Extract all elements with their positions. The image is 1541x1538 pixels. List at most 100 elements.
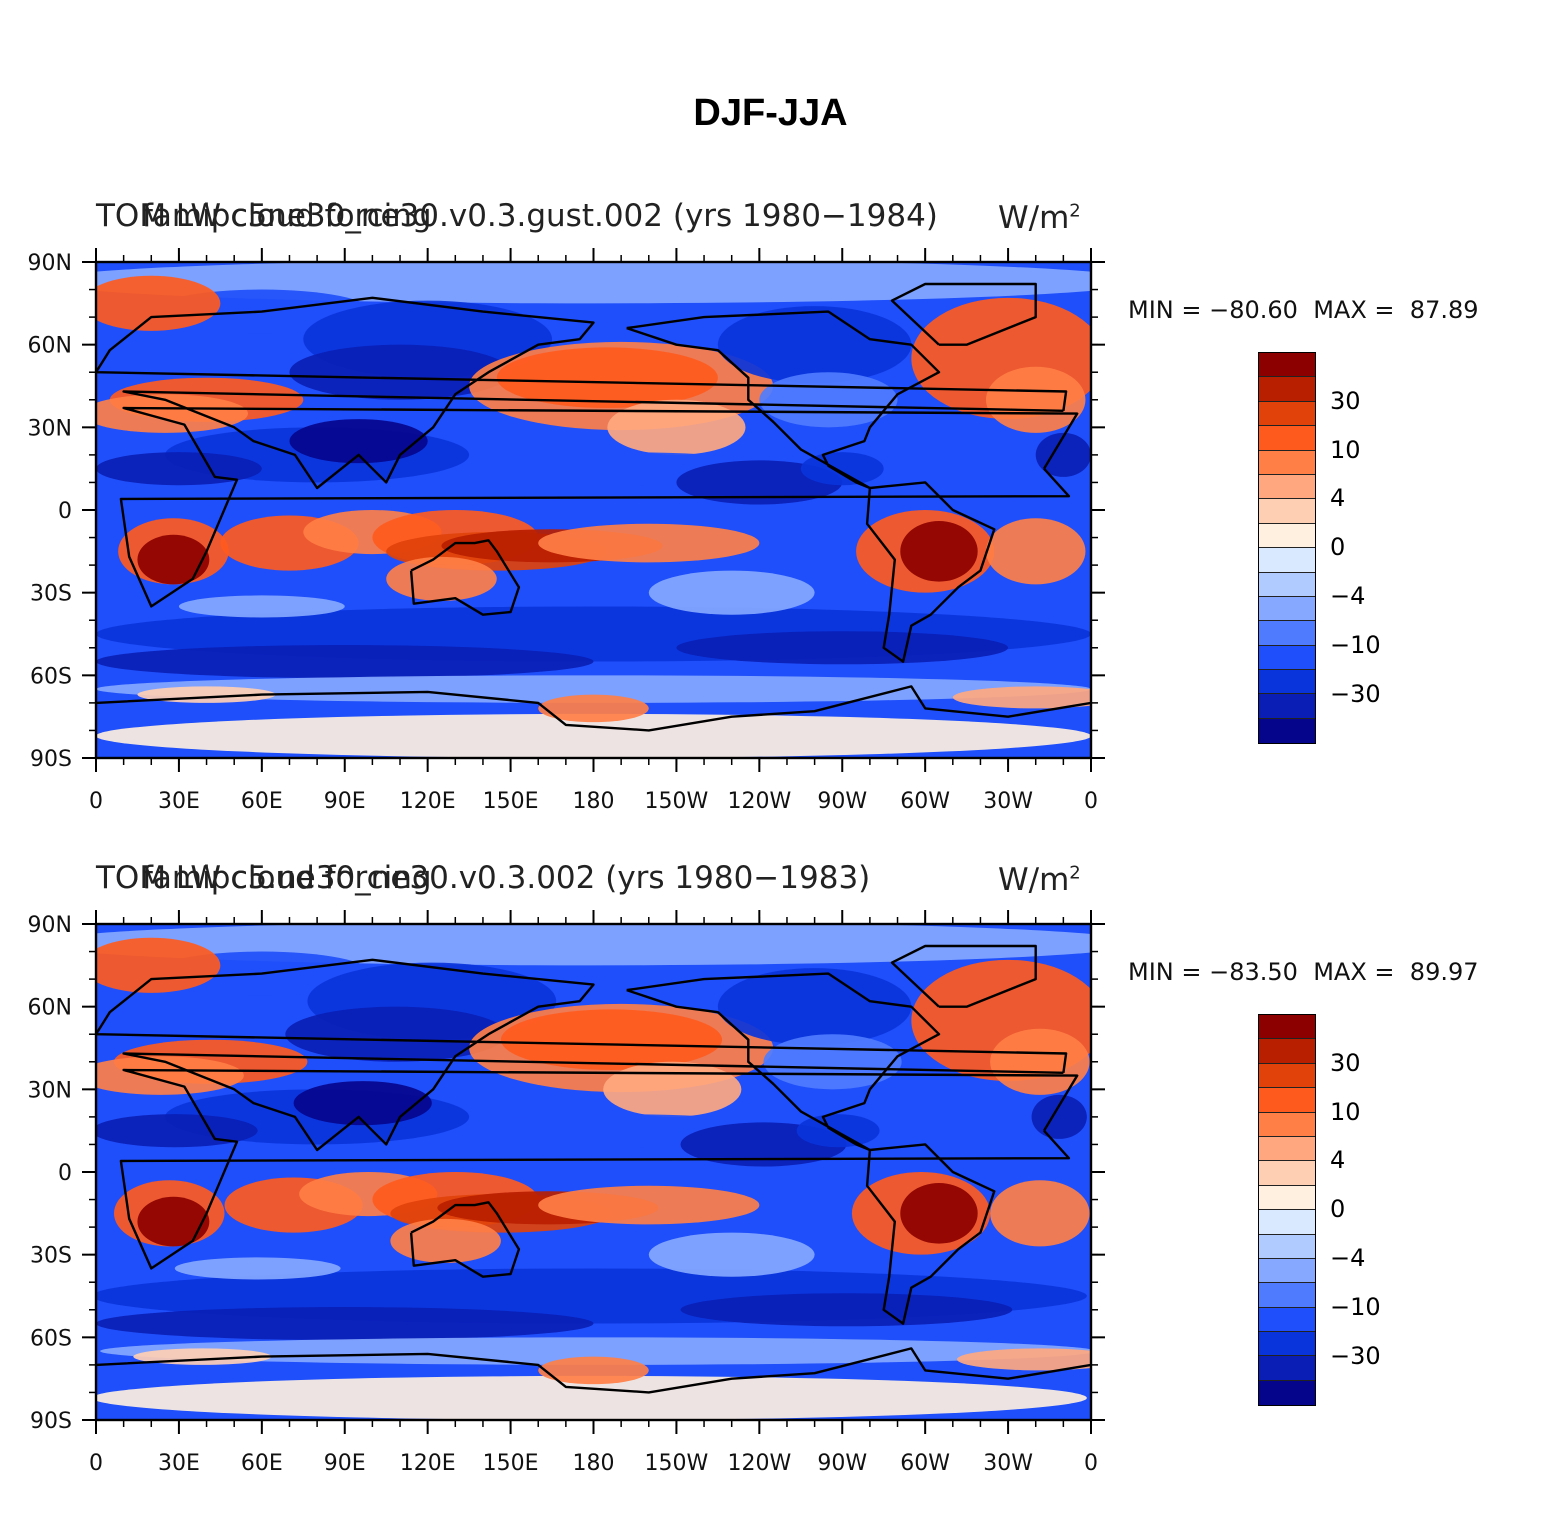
lon-tick-label: 30W [983,1451,1033,1476]
lat-tick-label: 60N [28,996,72,1021]
colorbar-label: −30 [1330,679,1381,708]
lon-tick-label: 60W [900,1451,950,1476]
colorbar-swatch [1259,572,1315,597]
colorbar-swatch [1259,548,1315,573]
panel-top-colorbar: 30 10 4 0 −4 −10 −30 [1258,352,1381,745]
colorbar-swatch [1259,621,1315,646]
panel-bottom-case-title: famipc5.ne30_ne30.v0.3.002 (yrs 1980−198… [142,860,871,896]
panel-top-variable-title: TOM LW cloud forcing [96,198,432,234]
lon-tick-label: 180 [573,1451,615,1476]
coastline [409,1201,521,1278]
coastline [96,958,1068,1152]
coastline [409,539,521,616]
colorbar-swatch [1259,523,1315,549]
lat-tick-label: 60N [28,334,72,359]
colorbar-swatch [1259,670,1315,695]
colorbar-swatch [1259,1234,1315,1259]
lon-tick-label: 0 [1084,789,1098,814]
colorbar-swatch [1259,1088,1315,1113]
colorbar-swatch [1259,1112,1315,1137]
lon-tick-label: 90W [817,1451,867,1476]
panel-top-case-title: famipc5ne30_ne30.v0.3.gust.002 (yrs 1980… [142,198,938,234]
lon-tick-label: 90W [817,789,867,814]
lon-tick-label: 30W [983,789,1033,814]
colorbar-label: −30 [1330,1341,1381,1370]
colorbar-label: 4 [1330,484,1346,513]
panel-top-max: 87.89 [1409,296,1479,324]
colorbar-swatch [1259,1380,1315,1406]
colorbar-swatch [1259,1283,1315,1308]
colorbar-swatch [1259,1161,1315,1186]
lon-tick-label: 150W [645,789,709,814]
colorbar-label: 10 [1330,1097,1361,1126]
lat-tick-label: 30S [30,1244,72,1269]
colorbar-swatch [1259,1015,1315,1040]
panel-top: TOM LW cloud forcing famipc5ne30_ne30.v0… [0,198,1541,858]
panel-top-minmax: MIN = −80.60 MAX = 87.89 [1128,296,1479,324]
panel-top-min: −80.60 [1209,296,1298,324]
panel-bottom-min: −83.50 [1209,958,1298,986]
colorbar-swatch [1259,1356,1315,1381]
colorbar-swatch [1259,596,1315,622]
colorbar-swatch [1259,645,1315,671]
main-title: DJF-JJA [693,92,848,134]
colorbar-label: −4 [1330,1244,1366,1272]
colorbar-swatch [1259,401,1315,427]
lat-tick-label: 60S [30,664,72,689]
colorbar-label: 30 [1330,386,1361,415]
coastline [96,1347,1091,1394]
colorbar-swatch [1259,474,1315,500]
panel-bottom-colorbar: 30 10 4 0 −4 −10 −30 [1258,1014,1381,1407]
colorbar-swatch [1259,1332,1315,1357]
panel-top-units: W/m2 [998,200,1081,236]
lon-tick-label: 0 [89,789,103,814]
colorbar-swatch [1259,1185,1315,1211]
coastline [626,972,941,1152]
colorbar-swatch [1259,426,1315,451]
coastline [119,1068,1079,1270]
colorbar-swatch [1259,718,1315,744]
lon-tick-label: 0 [89,1451,103,1476]
lon-tick-label: 150E [483,789,539,814]
colorbar-label: 0 [1330,1195,1346,1224]
coastline [890,944,1037,1008]
lon-tick-label: 120E [400,789,456,814]
panel-bottom: TOM LW cloud forcing famipc5.ne30_ne30.v… [0,860,1541,1520]
lon-tick-label: 180 [573,789,615,814]
colorbar-swatch [1259,1210,1315,1235]
coastline [626,310,941,490]
coastline [96,296,1068,490]
lon-tick-label: 30E [158,1451,200,1476]
lon-tick-label: 120E [400,1451,456,1476]
panel-bottom-map: 90N 60N 30N 0 30S 60S 90S 0 30E 60E 90E 120E 150E 180… [28,910,1105,1476]
lon-tick-label: 90E [324,789,366,814]
colorbar-swatch [1259,1039,1315,1064]
lon-tick-label: 60E [241,789,283,814]
coastline [890,282,1037,346]
lat-tick-label: 90S [30,1409,72,1434]
colorbar-swatch [1259,1307,1315,1333]
lon-tick-label: 30E [158,789,200,814]
lat-tick-label: 90N [28,913,72,938]
lat-tick-label: 90N [28,251,72,276]
coastline [865,481,996,663]
coastline [865,1143,996,1325]
lat-tick-label: 30S [30,582,72,607]
colorbar-label: 10 [1330,435,1361,464]
panel-top-map: 90N 60N 30N 0 30S 60S 90S 0 30E 60E 90E 120E 150E 180… [28,248,1105,814]
lat-tick-label: 30N [28,416,72,441]
panel-bottom-minmax: MIN = −83.50 MAX = 89.97 [1128,958,1479,986]
colorbar-label: −10 [1330,1292,1381,1321]
panel-bottom-variable-title: TOM LW cloud forcing [96,860,432,896]
coastline [119,406,1079,608]
lon-tick-label: 60E [241,1451,283,1476]
lat-tick-label: 0 [58,499,72,524]
lon-tick-label: 0 [1084,1451,1098,1476]
colorbar-label: −10 [1330,630,1381,659]
panel-bottom-units: W/m2 [998,862,1081,898]
colorbar-swatch [1259,1063,1315,1089]
colorbar-swatch [1259,1136,1315,1162]
lon-tick-label: 60W [900,789,950,814]
lat-tick-label: 0 [58,1161,72,1186]
colorbar-swatch [1259,353,1315,378]
